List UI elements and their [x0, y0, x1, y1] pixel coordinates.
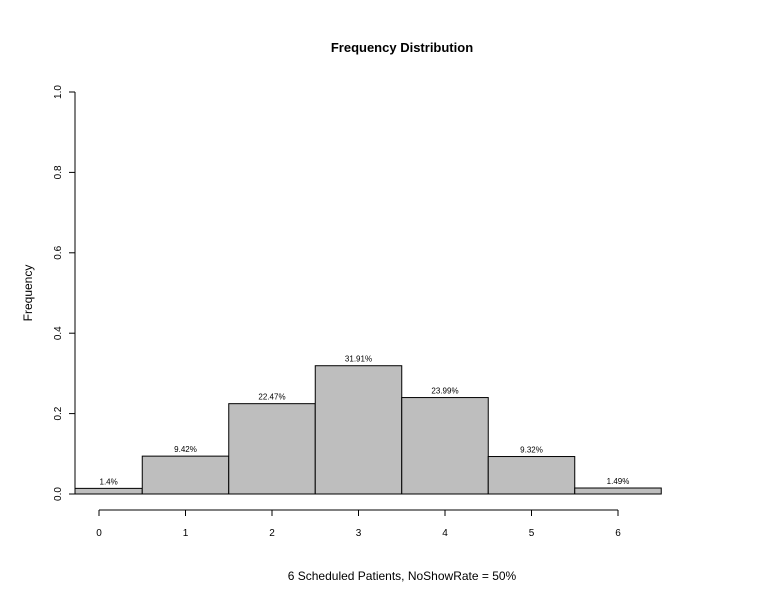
y-axis-label: Frequency	[21, 265, 35, 322]
bar	[228, 403, 316, 495]
y-tick-label: 0.2	[53, 406, 64, 420]
data-label: 31.91%	[345, 355, 372, 364]
y-tick-label: 0.4	[53, 326, 64, 340]
bar	[401, 397, 489, 495]
bar	[74, 487, 143, 495]
bar	[314, 365, 403, 495]
x-tick-label: 2	[269, 528, 275, 539]
data-label: 23.99%	[431, 387, 458, 396]
y-tick-label: 0.0	[53, 487, 64, 501]
y-tick-label: 0.8	[53, 165, 64, 179]
x-tick-label: 6	[615, 528, 621, 539]
y-tick-label: 1.0	[53, 85, 64, 99]
x-tick-label: 0	[96, 528, 102, 539]
chart-title: Frequency Distribution	[331, 40, 473, 55]
x-tick-label: 1	[183, 528, 189, 539]
bar	[574, 487, 662, 495]
y-tick-label: 0.6	[53, 245, 64, 259]
data-label: 9.32%	[520, 446, 543, 455]
bar	[141, 455, 230, 495]
data-label: 22.47%	[258, 393, 285, 402]
x-tick-label: 4	[442, 528, 448, 539]
data-label: 9.42%	[174, 445, 197, 454]
data-label: 1.4%	[100, 477, 118, 486]
x-tick-label: 3	[356, 528, 362, 539]
bar	[487, 456, 576, 495]
x-tick-label: 5	[529, 528, 535, 539]
data-label: 1.49%	[607, 477, 630, 486]
x-axis-label: 6 Scheduled Patients, NoShowRate = 50%	[288, 569, 517, 583]
